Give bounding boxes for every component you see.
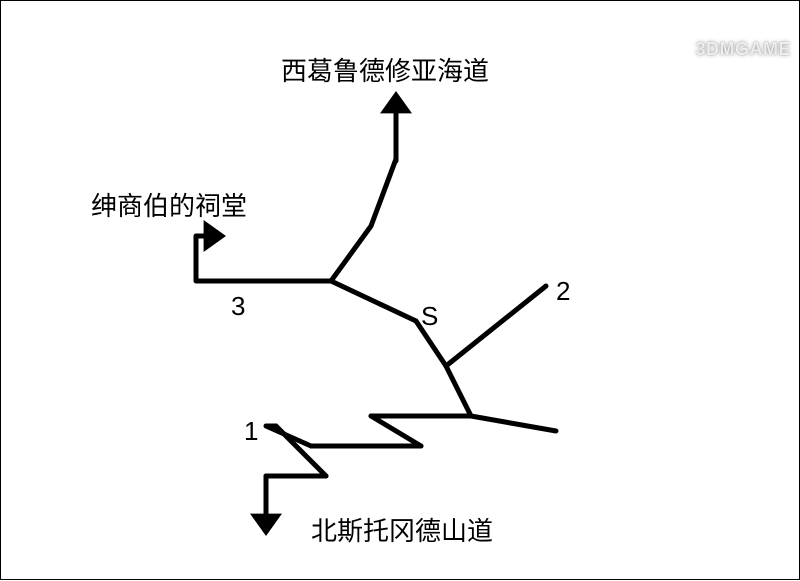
- label-node-1: 1: [244, 416, 258, 447]
- label-bottom: 北斯托冈德山道: [311, 511, 493, 548]
- map-svg: [1, 1, 800, 581]
- watermark-text: 3DMGAME: [695, 39, 791, 60]
- label-top: 西葛鲁德修亚海道: [281, 51, 489, 88]
- label-node-s: S: [421, 301, 438, 332]
- label-node-3: 3: [231, 291, 245, 322]
- label-node-2: 2: [556, 276, 570, 307]
- label-left: 绅商伯的祠堂: [91, 186, 247, 223]
